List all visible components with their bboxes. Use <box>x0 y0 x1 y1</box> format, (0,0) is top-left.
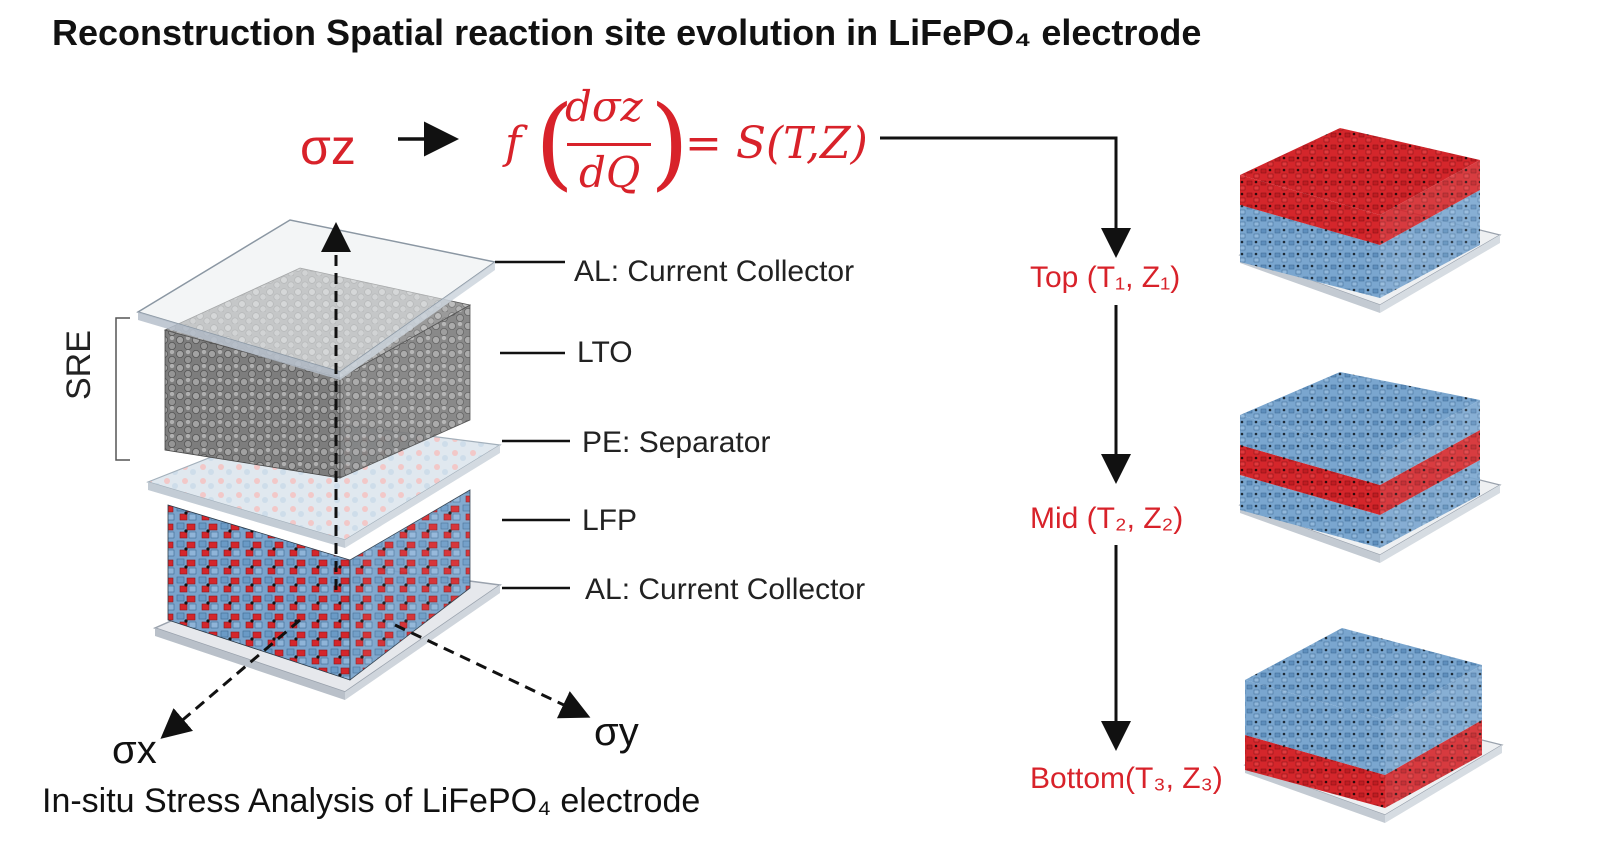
lfp-block-side <box>349 489 471 681</box>
layer-label-separator: PE: Separator <box>582 426 771 459</box>
formula-left-paren: ( <box>535 84 575 201</box>
stage-label-mid: Mid (T₂, Z₂) <box>1030 502 1184 535</box>
formula-connector <box>880 136 1131 258</box>
figure-title: Reconstruction Spatial reaction site evo… <box>52 12 1202 53</box>
figure-caption: In-situ Stress Analysis of LiFePO₄ elect… <box>42 782 701 820</box>
formula-fraction-bar <box>567 143 651 146</box>
cube-top <box>1238 128 1502 313</box>
formula-numerator: dσz <box>565 82 643 131</box>
layer-label-bottom-collector: AL: Current Collector <box>585 573 866 606</box>
formula-denominator: dQ <box>579 148 641 197</box>
x-axis-line <box>160 618 301 739</box>
cube-mid <box>1238 372 1502 563</box>
layer-label-top-collector: AL: Current Collector <box>574 255 855 288</box>
stress-formula: f ( dσz dQ ) = S(T,Z) <box>505 82 875 202</box>
sre-label: SRE <box>60 330 98 400</box>
cube-bottom <box>1243 628 1504 823</box>
layer-leader-lines <box>495 260 570 590</box>
layer-label-lto: LTO <box>577 336 633 369</box>
stage-label-top: Top (T₁, Z₁) <box>1030 261 1181 294</box>
stage-label-bottom: Bottom(T₃, Z₃) <box>1030 762 1223 795</box>
sigma-y-label: σy <box>594 710 639 754</box>
formula-rhs: = S(T,Z) <box>685 118 868 169</box>
formula-right-paren: ) <box>650 84 690 201</box>
sre-bracket <box>115 317 130 461</box>
sigma-x-label: σx <box>112 728 157 772</box>
sigma-z-label: σz <box>300 119 356 175</box>
layer-label-lfp: LFP <box>582 504 638 537</box>
formula-function: f <box>505 118 522 169</box>
electrode-stack <box>136 219 591 739</box>
